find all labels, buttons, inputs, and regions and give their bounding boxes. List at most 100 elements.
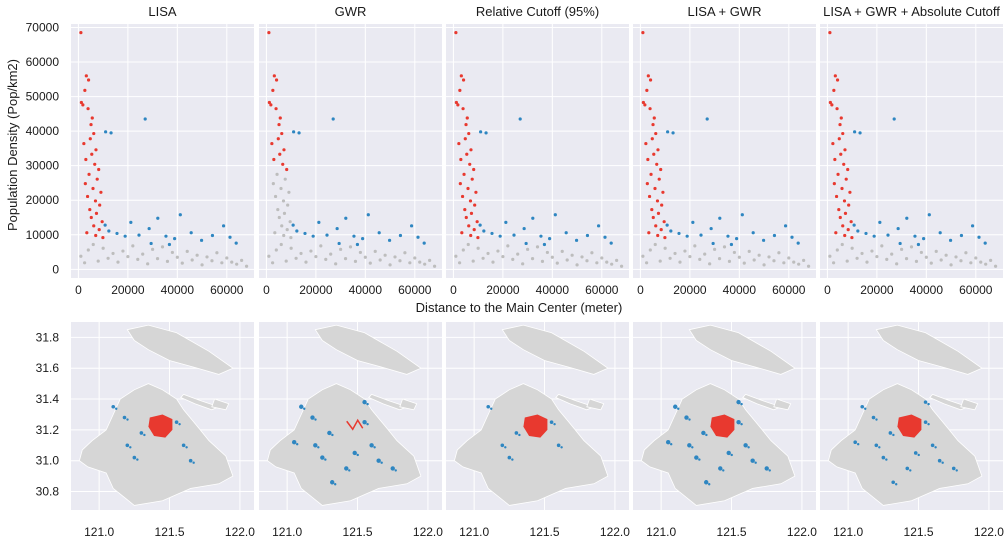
data-point: [271, 261, 275, 265]
data-point: [93, 199, 98, 203]
data-point: [408, 261, 412, 265]
data-point: [668, 256, 672, 260]
subcenter-patch: [691, 446, 694, 449]
data-point: [200, 263, 204, 267]
data-point: [655, 162, 659, 166]
x-tick-label: 0: [824, 283, 831, 297]
x-tick-label: 121.5: [155, 525, 185, 539]
data-point: [540, 259, 545, 264]
data-point: [284, 259, 288, 263]
data-point: [553, 213, 557, 217]
x-tick-label: 122.0: [413, 525, 443, 539]
x-tick-label: 20000: [486, 283, 520, 297]
x-tick-label: 0: [450, 283, 457, 297]
data-point: [506, 244, 510, 248]
data-point: [324, 257, 328, 261]
data-point: [711, 241, 715, 246]
data-point: [729, 242, 734, 247]
subcenter-patch: [930, 443, 935, 448]
data-point: [865, 260, 869, 264]
data-point: [479, 130, 483, 134]
data-point: [913, 234, 917, 238]
data-point: [469, 211, 474, 215]
data-point: [299, 251, 303, 256]
data-point: [590, 251, 594, 255]
data-point: [170, 250, 174, 255]
data-point: [846, 228, 850, 232]
data-point: [833, 157, 837, 162]
data-point: [747, 249, 751, 253]
data-point: [521, 262, 525, 266]
data-point: [673, 251, 677, 256]
data-point: [190, 258, 194, 262]
data-point: [234, 241, 238, 245]
data-point: [481, 256, 485, 260]
data-point: [86, 248, 90, 252]
data-point: [649, 172, 653, 176]
data-point: [919, 250, 923, 255]
subcenter-patch: [553, 422, 556, 426]
data-point: [839, 152, 843, 156]
data-point: [388, 263, 392, 267]
data-point: [705, 117, 709, 121]
data-point: [653, 186, 657, 191]
subcenter-patch: [718, 466, 723, 471]
data-point: [461, 78, 466, 82]
data-point: [938, 231, 942, 235]
data-point: [609, 241, 613, 245]
data-point: [79, 254, 83, 258]
data-point: [91, 186, 95, 191]
data-point: [708, 262, 712, 266]
data-point: [454, 100, 458, 105]
data-point: [669, 229, 673, 233]
data-point: [772, 259, 776, 263]
subcenter-patch: [136, 458, 139, 461]
data-point: [959, 233, 964, 238]
subcenter-patch: [736, 419, 741, 425]
island-shape: [180, 393, 220, 411]
data-point: [656, 211, 661, 215]
data-point: [777, 251, 781, 255]
data-point: [240, 258, 244, 262]
data-point: [844, 177, 848, 181]
data-point: [603, 235, 607, 239]
data-point: [654, 131, 658, 136]
subcenter-patch: [320, 455, 325, 460]
data-point: [422, 241, 426, 245]
data-point: [661, 190, 665, 194]
subcenter-patch: [291, 439, 297, 445]
data-point: [107, 229, 111, 233]
data-point: [872, 234, 876, 238]
data-point: [164, 234, 168, 238]
shared-x-axis-label: Distance to the Main Center (meter): [416, 300, 623, 315]
data-point: [641, 31, 645, 35]
data-point: [843, 233, 847, 238]
data-point: [94, 148, 98, 152]
data-point: [416, 235, 420, 239]
subcenter-patch: [330, 480, 335, 485]
data-point: [846, 167, 850, 172]
data-point: [840, 186, 844, 191]
data-point: [646, 157, 650, 162]
data-point: [983, 241, 987, 245]
y-tick-label: 40000: [26, 124, 60, 138]
data-point: [531, 216, 535, 220]
data-point: [501, 254, 505, 259]
data-point: [659, 228, 663, 232]
x-tick-label: 40000: [723, 283, 757, 297]
subcenter-patch: [331, 433, 334, 437]
data-point: [468, 199, 473, 203]
shared-y-axis-label: Population Density (Pop/km2): [5, 59, 20, 231]
subcenter-patch: [295, 442, 299, 446]
data-point: [645, 261, 649, 265]
data-point: [343, 257, 348, 261]
subcenter-patch: [362, 419, 367, 425]
data-point: [475, 220, 479, 224]
data-point: [735, 237, 739, 241]
subcenter-patch: [376, 458, 381, 463]
data-point: [498, 234, 502, 238]
data-point: [605, 260, 609, 264]
subcenter-patch: [875, 418, 878, 421]
data-point: [428, 258, 432, 262]
mainland-shape: [453, 383, 609, 506]
